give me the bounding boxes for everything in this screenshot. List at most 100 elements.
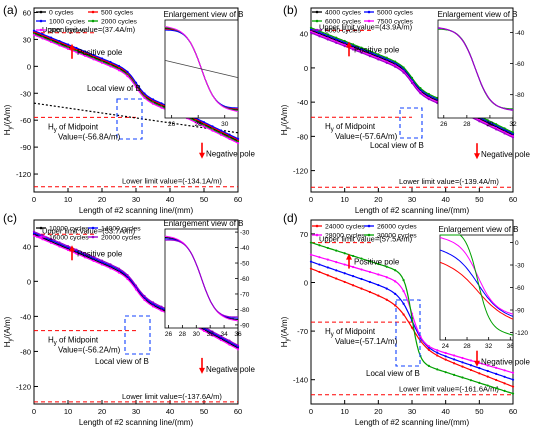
series-marker: [343, 272, 346, 275]
series-marker: [326, 38, 329, 41]
x-tick-label: 30: [408, 407, 416, 416]
inset-x-tick-label: 34: [220, 331, 228, 338]
inset-y-tick-label: 0: [515, 240, 519, 247]
legend-label: 28000 cycles: [325, 233, 365, 240]
y-axis-label-h: H: [280, 341, 289, 347]
midpoint-label-sub: y: [331, 332, 334, 338]
legend-label: 3000 cycles: [49, 28, 85, 35]
series-marker: [326, 246, 329, 250]
x-tick-label: 0: [32, 195, 36, 204]
inset-title: Enlargement view of B: [163, 10, 243, 19]
legend-label: 6000 cycles: [325, 19, 361, 26]
series-marker: [402, 290, 405, 293]
series-marker: [402, 302, 405, 305]
x-tick-label: 20: [374, 407, 382, 416]
series-marker: [49, 241, 53, 244]
y-tick-label: -140: [293, 376, 308, 385]
series-marker: [49, 36, 53, 39]
series-marker: [236, 137, 240, 140]
inset-x-tick-label: 28: [195, 121, 203, 128]
inset-y-tick-label: -80: [240, 307, 250, 314]
inset-series-line: [439, 249, 514, 317]
inset-x-tick-label: 30: [193, 331, 201, 338]
series-marker: [219, 338, 223, 342]
legend-label: 500 cycles: [101, 10, 134, 17]
series-marker: [32, 230, 36, 233]
y-tick-label: 0: [27, 277, 31, 286]
inset-x-tick-label: 24: [442, 343, 450, 350]
series-marker: [503, 127, 506, 130]
lower-limit-label: Lower limit value=(-139.4A/m): [399, 177, 499, 186]
y-tick-label: 0: [304, 64, 308, 73]
legend-marker: [39, 28, 43, 32]
series-marker: [402, 313, 405, 316]
midpoint-value: Value=(-56.2A/m): [58, 346, 121, 355]
series-marker: [402, 71, 405, 74]
x-tick-label: 30: [408, 195, 416, 204]
series-marker: [66, 43, 70, 46]
series-marker: [75, 248, 78, 251]
series-marker: [427, 364, 430, 368]
y-tick-label: -40: [20, 312, 31, 321]
series-marker: [368, 280, 372, 284]
negative-pole-arrowhead: [199, 152, 205, 159]
legend-marker: [91, 19, 95, 23]
y-axis-label-unit: /(A/m): [280, 316, 289, 338]
series-marker: [385, 61, 388, 64]
inset-y-tick-label: -50: [240, 261, 250, 268]
series-marker: [444, 358, 447, 361]
legend-marker: [315, 28, 319, 32]
series-marker: [143, 294, 146, 298]
series-marker: [461, 365, 464, 368]
positive-pole-label: Positive pole: [77, 48, 123, 57]
y-tick-label: -80: [297, 132, 308, 141]
y-tick-label: -80: [20, 347, 31, 356]
series-marker: [100, 263, 104, 266]
series-marker: [126, 75, 129, 78]
midpoint-label: Hy of Midpoint: [48, 336, 99, 347]
negative-pole-label: Negative pole: [206, 365, 255, 374]
legend-label: 16000 cycles: [49, 235, 89, 242]
panel-label: (d): [283, 211, 298, 225]
positive-pole-arrowhead: [69, 245, 75, 252]
positive-pole-label: Positive pole: [77, 249, 123, 258]
x-tick-label: 40: [166, 195, 174, 204]
series-marker: [469, 368, 473, 372]
series-marker: [318, 35, 321, 38]
y-axis-label-sub: y: [8, 339, 14, 342]
legend-marker: [91, 10, 95, 14]
series-marker: [134, 284, 138, 287]
series-marker: [109, 263, 112, 266]
series-marker: [309, 26, 313, 29]
x-axis-label: Length of #2 scanning line/(mm): [79, 206, 194, 215]
series-marker: [377, 53, 380, 56]
legend-label: 1000 cycles: [49, 19, 85, 26]
series-marker: [486, 124, 489, 127]
local-view-label: Local view of B: [95, 357, 149, 366]
series-marker: [377, 273, 380, 276]
inset-title: Enlargement view of B: [438, 225, 518, 234]
legend-label: 14000 cycles: [101, 226, 141, 233]
series-marker: [92, 53, 95, 57]
y-axis-label-sub: y: [285, 339, 291, 342]
y-axis-label: Hy/(A/m): [3, 104, 14, 135]
series-marker: [427, 345, 430, 348]
y-tick-label: -120: [16, 170, 31, 179]
panel-label: (b): [283, 3, 298, 17]
y-axis-label: Hy/(A/m): [280, 104, 291, 135]
inset-y-tick-label: -90: [240, 322, 250, 329]
positive-pole-arrowhead: [69, 43, 75, 50]
inset-title: Enlargement view of B: [163, 219, 243, 228]
series-marker: [219, 335, 223, 338]
inset-x-tick-label: 30: [486, 121, 494, 128]
series-marker: [385, 298, 388, 301]
positive-pole-label: Positive pole: [354, 45, 400, 54]
x-tick-label: 40: [166, 407, 174, 416]
lower-limit-label: Lower limit value=(-134.1A/m): [122, 177, 222, 186]
x-tick-label: 0: [309, 195, 313, 204]
negative-pole-arrowhead: [199, 367, 205, 374]
y-tick-label: -40: [297, 98, 308, 107]
inset-x-tick-label: 28: [179, 331, 187, 338]
inset-x-tick-label: 32: [207, 331, 215, 338]
series-marker: [377, 294, 380, 297]
